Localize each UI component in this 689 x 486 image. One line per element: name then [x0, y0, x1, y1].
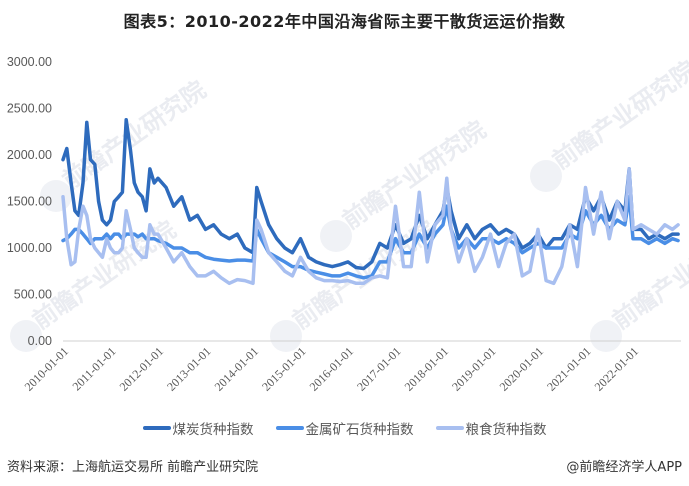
x-tick-label: 2021-01-01 — [544, 344, 593, 393]
watermark-logo-icon — [10, 320, 42, 352]
watermark-logo-icon — [320, 220, 352, 252]
chart-legend: 煤炭货种指数 金属矿石货种指数 粮食货种指数 — [0, 418, 689, 438]
y-tick-label: 500.00 — [14, 288, 52, 302]
legend-item-grain: 粮食货种指数 — [435, 418, 547, 438]
x-tick-label: 2022-01-01 — [592, 344, 641, 393]
credit-note: @前瞻经济学人APP — [566, 460, 682, 475]
source-note: 资料来源：上海航运交易所 前瞻产业研究院 — [7, 460, 259, 475]
chart-title: 图表5：2010-2022年中国沿海省际主要干散货运运价指数 — [123, 12, 566, 31]
legend-item-metal-ore: 金属矿石货种指数 — [275, 418, 414, 438]
x-tick-label: 2013-01-01 — [164, 344, 213, 393]
x-tick-label: 2020-01-01 — [497, 344, 546, 393]
x-tick-label: 2017-01-01 — [354, 344, 403, 393]
x-tick-label: 2018-01-01 — [402, 344, 451, 393]
watermark-logo-icon — [270, 320, 302, 352]
x-tick-label: 2011-01-01 — [69, 344, 118, 393]
legend-label-grain: 粮食货种指数 — [465, 422, 547, 438]
x-tick-label: 2012-01-01 — [117, 344, 166, 393]
x-tick-label: 2019-01-01 — [449, 344, 498, 393]
legend-label-metal-ore: 金属矿石货种指数 — [305, 422, 414, 438]
y-tick-label: 2500.00 — [7, 102, 52, 116]
y-tick-label: 3000.00 — [7, 55, 52, 69]
x-tick-label: 2014-01-01 — [212, 344, 261, 393]
legend-swatch-coal — [142, 426, 171, 430]
coal-index-line — [61, 117, 680, 271]
legend-item-coal: 煤炭货种指数 — [142, 418, 254, 438]
y-axis: 0.00 500.00 1000.00 1500.00 2000.00 2500.00 30… — [7, 55, 681, 348]
legend-label-coal: 煤炭货种指数 — [172, 422, 254, 438]
legend-swatch-metal-ore — [275, 426, 304, 430]
watermark-text: 前瞻产业研究院 — [337, 116, 491, 235]
watermark-text: 前瞻产业研究院 — [547, 56, 689, 175]
y-tick-label: 1000.00 — [7, 241, 52, 255]
legend-swatch-grain — [435, 426, 464, 430]
y-tick-label: 2000.00 — [7, 148, 52, 162]
y-tick-label: 0.00 — [28, 334, 52, 348]
watermark-logo-icon — [590, 320, 622, 352]
x-tick-label: 2016-01-01 — [307, 344, 356, 393]
series-lines — [61, 117, 680, 286]
grain-index-line — [61, 167, 680, 286]
x-axis: 2010-01-012011-01-012012-01-012013-01-01… — [22, 344, 641, 393]
watermark-logo-icon — [530, 160, 562, 192]
y-tick-label: 1500.00 — [7, 195, 52, 209]
